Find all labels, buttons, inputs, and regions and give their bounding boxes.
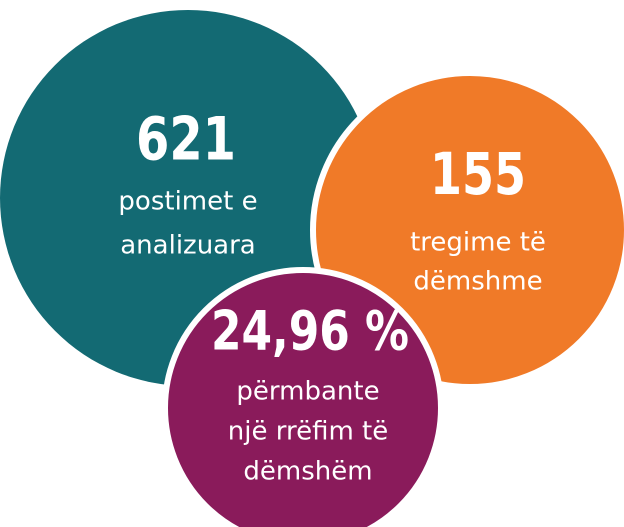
stat-label: postimet e	[118, 187, 257, 217]
stat-label: analizuara	[120, 231, 255, 261]
stat-label: dëmshëm	[243, 457, 372, 487]
stat-value: 24,96 %	[211, 300, 409, 363]
stat-label: një rrëfim të	[228, 417, 388, 447]
stat-value: 621	[136, 105, 236, 175]
stat-label: tregime të	[410, 228, 546, 258]
stat-value: 155	[430, 140, 526, 208]
stat-label: dëmshme	[413, 267, 542, 297]
purple-circle	[162, 267, 444, 527]
stat-label: përmbante	[236, 377, 379, 407]
